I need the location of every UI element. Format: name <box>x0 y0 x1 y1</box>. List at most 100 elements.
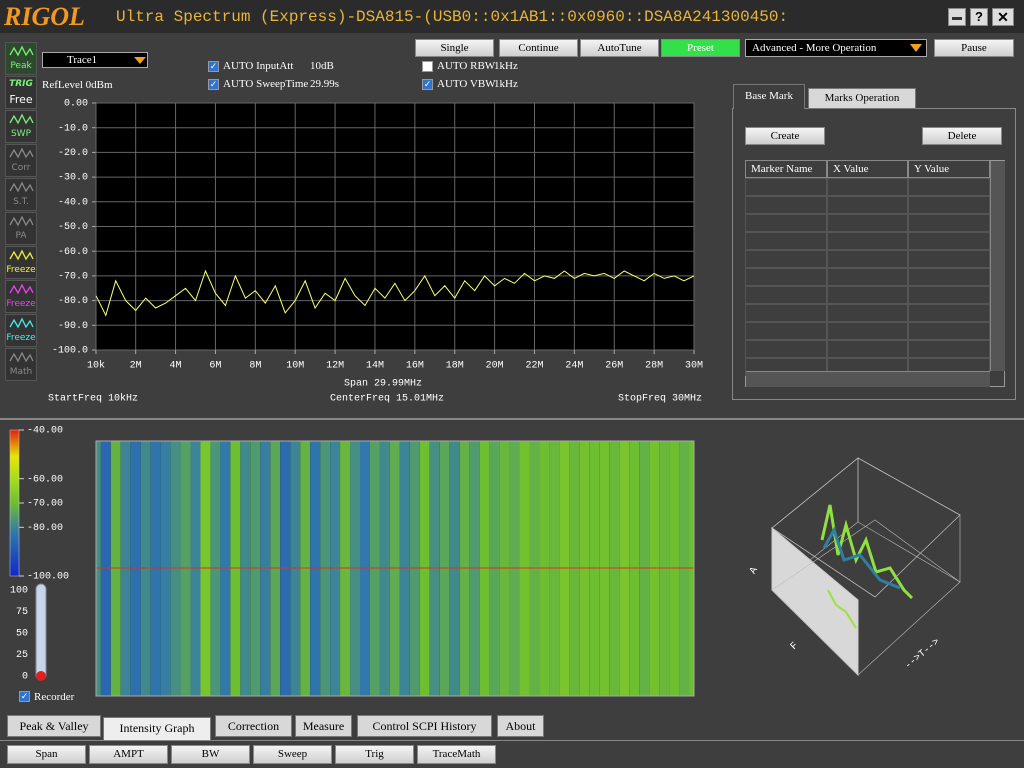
y-tick-label: -60.0 <box>58 247 88 258</box>
axis-a-label: A <box>748 566 761 577</box>
sidebar-icon[interactable]: PA <box>5 212 37 245</box>
separator <box>0 418 1024 420</box>
icon-line <box>9 215 34 227</box>
checkbox[interactable]: ✓ <box>422 79 433 90</box>
function-button[interactable]: BW <box>171 745 250 764</box>
help-button[interactable]: ? <box>970 8 988 26</box>
recorder-bulb <box>36 671 46 681</box>
table-cell <box>745 268 827 286</box>
sidebar-icon[interactable]: Corr <box>5 144 37 177</box>
scrollbar <box>990 161 1005 371</box>
colorbar-label: -70.00 <box>27 499 63 510</box>
function-button[interactable]: Span <box>7 745 86 764</box>
bottom-tab[interactable]: Peak & Valley <box>7 715 101 737</box>
3d-surface <box>822 526 901 590</box>
function-button[interactable]: TraceMath <box>417 745 496 764</box>
table-cell <box>827 232 908 250</box>
pause-button[interactable]: Pause <box>934 39 1014 57</box>
y-tick-label: -10.0 <box>58 123 88 134</box>
create-button[interactable]: Create <box>745 127 825 145</box>
function-button[interactable]: Sweep <box>253 745 332 764</box>
checkbox-value: 1kHz <box>494 60 518 72</box>
checkbox-label: AUTO InputAtt <box>223 60 294 72</box>
marker-tab[interactable]: Marks Operation <box>808 88 916 109</box>
recorder-tick-label: 100 <box>10 586 28 597</box>
marker-tab[interactable]: Base Mark <box>733 84 805 109</box>
delete-button[interactable]: Delete <box>922 127 1002 145</box>
icon-label: SWP <box>10 129 32 139</box>
checkbox[interactable]: ✓ <box>208 79 219 90</box>
table-cell <box>908 196 990 214</box>
checkbox-value: 1kHz <box>494 78 518 90</box>
icon-glyph <box>9 283 34 295</box>
sidebar-icon[interactable]: Peak <box>5 42 37 75</box>
waterfall-border <box>95 440 695 697</box>
operation-select[interactable]: Advanced - More Operation <box>745 39 927 57</box>
close-button[interactable]: ✕ <box>992 8 1014 26</box>
x-tick-label: 30M <box>685 361 703 372</box>
table-cell <box>908 214 990 232</box>
icon-label: Freeze <box>6 333 36 343</box>
y-tick-label: -20.0 <box>58 148 88 159</box>
icon-line <box>9 45 34 57</box>
table-cell <box>745 250 827 268</box>
sidebar-icon[interactable]: SWP <box>5 110 37 143</box>
table-cell <box>827 322 908 340</box>
colorbar <box>9 429 20 577</box>
icon-line <box>9 113 34 125</box>
toolbar-button[interactable]: Continue <box>499 39 578 57</box>
checkbox[interactable]: ✓ <box>208 61 219 72</box>
bottom-tab[interactable]: Control SCPI History <box>357 715 492 737</box>
axis-f-label: F <box>789 641 801 653</box>
table-cell <box>745 232 827 250</box>
table-cell <box>827 196 908 214</box>
function-button[interactable]: Trig <box>335 745 414 764</box>
bottom-tab[interactable]: About <box>497 715 544 737</box>
table-cell <box>827 304 908 322</box>
y-tick-label: -30.0 <box>58 173 88 184</box>
checkbox[interactable] <box>422 61 433 72</box>
recorder-tick-label: 50 <box>16 629 28 640</box>
x-tick-label: 20M <box>486 361 504 372</box>
checkbox-label: AUTO VBW <box>437 78 496 90</box>
sidebar-icon[interactable]: Freeze <box>5 280 37 313</box>
icon-label: Corr <box>11 163 31 173</box>
icon-label: Free <box>9 93 33 106</box>
sidebar-icon[interactable]: Freeze <box>5 314 37 347</box>
sidebar-icon[interactable]: TRIG Free <box>5 76 37 109</box>
table-header: Marker Name <box>745 160 827 178</box>
stop-label: StopFreq 30MHz <box>618 394 702 405</box>
icon-glyph <box>9 215 34 227</box>
x-tick-label: 8M <box>249 361 261 372</box>
x-tick-label: 28M <box>645 361 663 372</box>
recorder-checkbox[interactable]: ✓ <box>19 691 30 702</box>
sidebar-icon[interactable]: S.T. <box>5 178 37 211</box>
bottom-tab[interactable]: Measure <box>295 715 352 737</box>
toolbar-button[interactable]: Preset <box>661 39 740 57</box>
function-button[interactable]: AMPT <box>89 745 168 764</box>
table-cell <box>745 340 827 358</box>
bottom-tab[interactable]: Correction <box>215 715 292 737</box>
colorbar-label: -60.00 <box>27 474 63 485</box>
table-cell <box>745 196 827 214</box>
tab-strip-line <box>0 740 1024 741</box>
x-tick-label: 12M <box>326 361 344 372</box>
recorder-tick-label: 25 <box>16 650 28 661</box>
table-cell <box>745 322 827 340</box>
bottom-tab[interactable]: Intensity Graph <box>103 717 211 741</box>
toolbar-button[interactable]: AutoTune <box>580 39 659 57</box>
icon-glyph <box>9 45 34 57</box>
table-cell <box>827 340 908 358</box>
icon-glyph <box>9 249 34 261</box>
x-tick-label: 10k <box>87 360 105 372</box>
table-header: X Value <box>827 160 908 178</box>
trace-select[interactable]: Trace1 <box>42 52 148 68</box>
sidebar-icon[interactable]: Freeze <box>5 246 37 279</box>
sidebar-icon[interactable]: Math <box>5 348 37 381</box>
x-tick-label: 14M <box>366 361 384 372</box>
table-cell <box>745 304 827 322</box>
table-cell <box>908 250 990 268</box>
toolbar-button[interactable]: Single <box>415 39 494 57</box>
minimize-button[interactable] <box>948 8 966 26</box>
